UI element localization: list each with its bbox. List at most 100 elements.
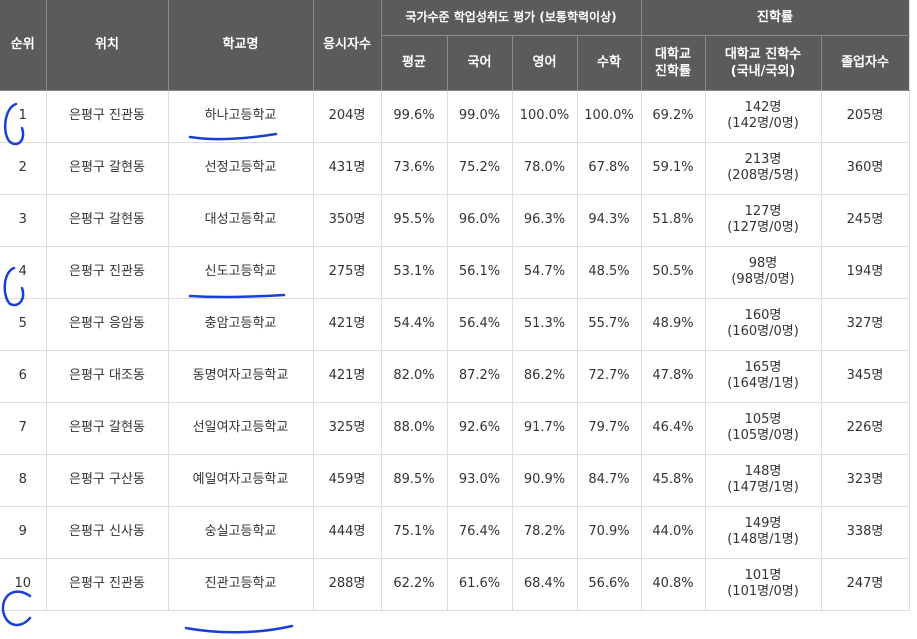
cell-rank: 1 — [0, 90, 47, 143]
cell-applicants: 275명 — [313, 246, 382, 299]
cell-applicants: 421명 — [313, 298, 382, 351]
cell-univ-rate: 46.4% — [641, 402, 706, 455]
cell-school: 선일여자고등학교 — [168, 402, 314, 455]
cell-univ-count: 160명 (160명/0명) — [705, 298, 822, 351]
header-location: 위치 — [46, 0, 169, 91]
cell-univ-rate: 48.9% — [641, 298, 706, 351]
cell-korean: 75.2% — [447, 142, 513, 195]
cell-english: 54.7% — [512, 246, 578, 299]
cell-location: 은평구 진관동 — [46, 246, 169, 299]
cell-graduates: 360명 — [821, 142, 910, 195]
cell-school: 진관고등학교 — [168, 558, 314, 611]
header-english: 영어 — [512, 35, 578, 91]
cell-rank: 4 — [0, 246, 47, 299]
table-row: 5 은평구 응암동 충암고등학교 421명 54.4% 56.4% 51.3% 55.7% 48… — [0, 298, 910, 351]
cell-applicants: 421명 — [313, 350, 382, 403]
cell-location: 은평구 진관동 — [46, 90, 169, 143]
header-applicants: 응시자수 — [313, 0, 382, 91]
univ-count-total: 160명 — [744, 308, 782, 323]
cell-location: 은평구 갈현동 — [46, 194, 169, 247]
cell-location: 은평구 갈현동 — [46, 142, 169, 195]
cell-avg: 53.1% — [381, 246, 448, 299]
cell-korean: 56.1% — [447, 246, 513, 299]
cell-graduates: 327명 — [821, 298, 910, 351]
cell-school: 선정고등학교 — [168, 142, 314, 195]
cell-english: 100.0% — [512, 90, 578, 143]
cell-avg: 54.4% — [381, 298, 448, 351]
header-row-sub: 평균 국어 영어 수학 대학교 진학률 대학교 진학수 (국내/국외) 졸업자수 — [0, 35, 910, 91]
cell-univ-rate: 59.1% — [641, 142, 706, 195]
cell-univ-count: 148명 (147명/1명) — [705, 454, 822, 507]
univ-count-split: (98명/0명) — [731, 272, 795, 287]
cell-avg: 62.2% — [381, 558, 448, 611]
cell-math: 100.0% — [577, 90, 642, 143]
cell-school: 숭실고등학교 — [168, 506, 314, 559]
cell-rank: 7 — [0, 402, 47, 455]
cell-korean: 76.4% — [447, 506, 513, 559]
cell-graduates: 205명 — [821, 90, 910, 143]
univ-count-split: (127명/0명) — [727, 220, 799, 235]
cell-location: 은평구 갈현동 — [46, 402, 169, 455]
cell-univ-count: 149명 (148명/1명) — [705, 506, 822, 559]
cell-korean: 61.6% — [447, 558, 513, 611]
univ-count-total: 165명 — [744, 360, 782, 375]
header-rank: 순위 — [0, 0, 47, 91]
univ-count-total: 213명 — [744, 152, 782, 167]
cell-graduates: 194명 — [821, 246, 910, 299]
header-row-top: 순위 위치 학교명 응시자수 국가수준 학업성취도 평가 (보통학력이상) 진학… — [0, 0, 910, 91]
univ-count-split: (101명/0명) — [727, 584, 799, 599]
cell-applicants: 444명 — [313, 506, 382, 559]
cell-graduates: 245명 — [821, 194, 910, 247]
cell-univ-count: 142명 (142명/0명) — [705, 90, 822, 143]
cell-math: 55.7% — [577, 298, 642, 351]
cell-korean: 99.0% — [447, 90, 513, 143]
univ-count-split: (147명/1명) — [727, 480, 799, 495]
cell-english: 78.2% — [512, 506, 578, 559]
cell-univ-count: 213명 (208명/5명) — [705, 142, 822, 195]
cell-english: 68.4% — [512, 558, 578, 611]
cell-graduates: 226명 — [821, 402, 910, 455]
cell-univ-rate: 50.5% — [641, 246, 706, 299]
cell-school: 충암고등학교 — [168, 298, 314, 351]
cell-univ-rate: 40.8% — [641, 558, 706, 611]
cell-location: 은평구 대조동 — [46, 350, 169, 403]
univ-count-total: 105명 — [744, 412, 782, 427]
cell-english: 96.3% — [512, 194, 578, 247]
cell-univ-rate: 51.8% — [641, 194, 706, 247]
cell-univ-count: 127명 (127명/0명) — [705, 194, 822, 247]
cell-applicants: 288명 — [313, 558, 382, 611]
univ-count-split: (160명/0명) — [727, 324, 799, 339]
univ-count-split: (148명/1명) — [727, 532, 799, 547]
cell-applicants: 459명 — [313, 454, 382, 507]
table-row: 7 은평구 갈현동 선일여자고등학교 325명 88.0% 92.6% 91.7% 79.7%… — [0, 402, 910, 455]
header-univ-count: 대학교 진학수 (국내/국외) — [705, 35, 822, 91]
cell-avg: 82.0% — [381, 350, 448, 403]
table-row: 10 은평구 진관동 진관고등학교 288명 62.2% 61.6% 68.4% 56.6% 4… — [0, 558, 910, 611]
cell-school: 대성고등학교 — [168, 194, 314, 247]
cell-english: 91.7% — [512, 402, 578, 455]
cell-school: 신도고등학교 — [168, 246, 314, 299]
univ-count-split: (142명/0명) — [727, 116, 799, 131]
table-row: 2 은평구 갈현동 선정고등학교 431명 73.6% 75.2% 78.0% 67.8% 59… — [0, 142, 910, 195]
cell-rank: 5 — [0, 298, 47, 351]
cell-korean: 56.4% — [447, 298, 513, 351]
cell-graduates: 345명 — [821, 350, 910, 403]
cell-avg: 99.6% — [381, 90, 448, 143]
header-advancement-group: 진학률 — [641, 0, 910, 36]
cell-univ-count: 105명 (105명/0명) — [705, 402, 822, 455]
univ-count-total: 127명 — [744, 204, 782, 219]
cell-avg: 95.5% — [381, 194, 448, 247]
underline-mark-school-10 — [184, 624, 294, 634]
cell-school: 예일여자고등학교 — [168, 454, 314, 507]
univ-count-split: (105명/0명) — [727, 428, 799, 443]
table-row: 6 은평구 대조동 동명여자고등학교 421명 82.0% 87.2% 86.2% 72.7%… — [0, 350, 910, 403]
univ-count-split: (164명/1명) — [727, 376, 799, 391]
cell-applicants: 350명 — [313, 194, 382, 247]
table-row: 8 은평구 구산동 예일여자고등학교 459명 89.5% 93.0% 90.9% 84.7%… — [0, 454, 910, 507]
header-achievement-group: 국가수준 학업성취도 평가 (보통학력이상) — [381, 0, 642, 36]
cell-english: 86.2% — [512, 350, 578, 403]
cell-rank: 9 — [0, 506, 47, 559]
cell-math: 48.5% — [577, 246, 642, 299]
cell-rank: 2 — [0, 142, 47, 195]
cell-univ-rate: 47.8% — [641, 350, 706, 403]
